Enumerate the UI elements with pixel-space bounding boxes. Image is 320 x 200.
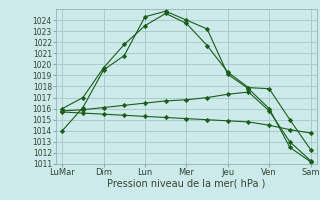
X-axis label: Pression niveau de la mer( hPa ): Pression niveau de la mer( hPa ) [107, 179, 266, 189]
